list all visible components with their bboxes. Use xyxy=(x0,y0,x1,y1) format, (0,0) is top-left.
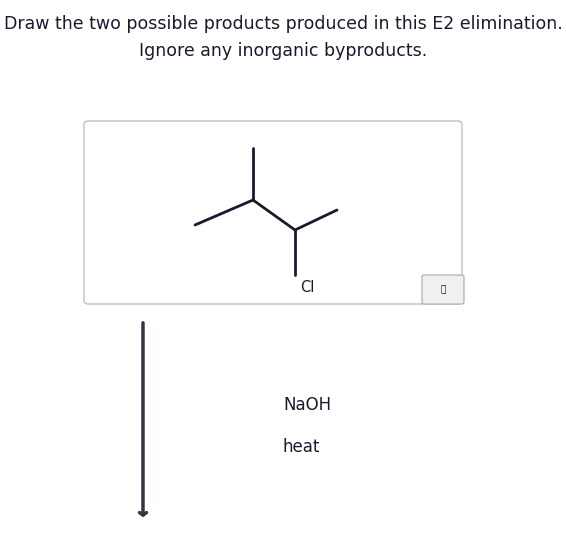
FancyBboxPatch shape xyxy=(422,275,464,304)
FancyBboxPatch shape xyxy=(84,121,462,304)
Text: NaOH: NaOH xyxy=(283,396,331,414)
Text: heat: heat xyxy=(283,438,320,456)
Text: Ignore any inorganic byproducts.: Ignore any inorganic byproducts. xyxy=(139,42,427,60)
Text: Cl: Cl xyxy=(300,280,314,295)
Text: 🔍: 🔍 xyxy=(440,285,445,294)
Text: Draw the two possible products produced in this E2 elimination.: Draw the two possible products produced … xyxy=(3,15,563,33)
